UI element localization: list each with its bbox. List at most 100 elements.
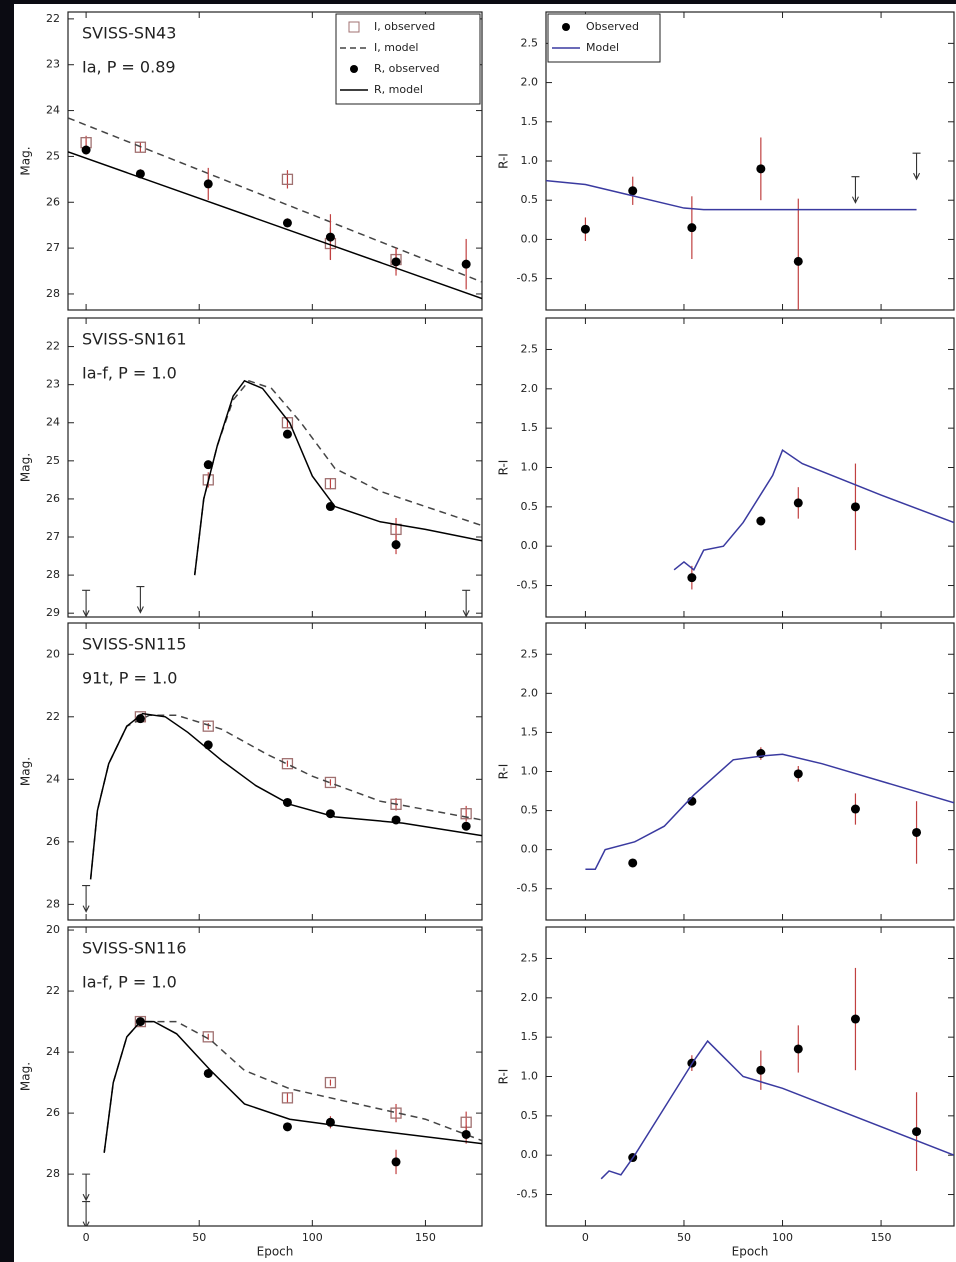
observed-point [203,179,213,189]
y-tick-label: 29 [46,606,60,619]
legend-label: Observed [586,20,639,33]
y-tick-label: 28 [46,568,60,581]
observed-point [81,145,91,155]
observed-square [202,1031,214,1043]
observed-square [324,478,337,490]
model-line [68,151,482,300]
panel-subtitle: 91t, P = 1.0 [82,669,177,688]
y-tick-label: 0.0 [521,232,539,245]
y-tick-label: 1.0 [521,461,539,474]
y-tick-label: 1.0 [521,765,539,778]
plot-content [673,449,954,590]
plot-content [585,747,954,870]
y-tick-label: 2.0 [521,76,539,89]
y-tick-label: 28 [46,1167,60,1180]
observed-square [281,1092,294,1104]
y-axis-label: R-I [497,153,511,169]
observed-point [325,502,335,512]
observed-square [281,417,294,429]
x-tick-label: 50 [677,1231,691,1244]
y-tick-label: 25 [46,149,60,162]
plot-area [545,317,955,618]
y-tick-label: 22 [46,710,60,723]
observed-point [282,1122,292,1132]
x-tick-label: 100 [772,1231,793,1244]
y-tick-label: 0.5 [521,804,539,817]
legend-box [547,13,661,63]
y-tick-label: 2.0 [521,686,539,699]
observed-square [202,474,214,486]
observed-point [793,769,803,779]
y-tick-label: 20 [46,923,60,936]
y-tick-label: 22 [46,340,60,353]
observed-point [756,516,766,526]
observed-point [391,1157,401,1167]
y-axis-label: Mag. [19,146,33,175]
y-tick-label: 28 [46,897,60,910]
plot-content [82,711,482,913]
panel: 22 23 24 25 26 27 28 Mag. SVISS-SN43 Ia, P = 0.89… [19,11,483,311]
y-axis-label: R-I [497,764,511,780]
y-tick-label: 2.0 [521,382,539,395]
model-line [193,379,482,576]
y-tick-label: -0.5 [517,882,538,895]
model-line [103,1020,482,1153]
y-tick-label: -0.5 [517,1188,538,1201]
y-tick-label: 22 [46,12,60,25]
plot-area [545,926,955,1227]
y-tick-label: 26 [46,835,60,848]
x-tick-label: 100 [302,1231,323,1244]
plot-content [82,379,482,617]
upper-limit-arrow [851,176,860,204]
plot-content [82,1015,482,1226]
plot-area [67,317,483,618]
panel: -0.5 0.0 0.5 1.0 1.5 2.0 2.5 R-I [497,317,955,618]
observed-point [850,502,860,512]
panel-subtitle: Ia-f, P = 1.0 [82,973,177,992]
model-line-dashed [68,117,482,283]
panel: -0.5 0.0 0.5 1.0 1.5 2.0 2.5 R-I [497,622,955,921]
y-tick-label: 1.5 [521,421,539,434]
observed-point [580,224,590,234]
observed-point [282,429,292,439]
y-tick-label: 2.5 [521,951,539,964]
upper-limit-arrow [82,1201,91,1226]
model-line [673,449,954,571]
observed-point [628,858,638,868]
panel-subtitle: Ia-f, P = 1.0 [82,364,177,383]
y-tick-label: 1.5 [521,115,539,128]
y-tick-label: 24 [46,416,60,429]
panel: 22 23 24 25 26 27 28 29 Mag. SVISS-SN161 Ia-f, P =… [19,317,483,619]
y-tick-label: 0.0 [521,843,539,856]
upper-limit-arrow [82,589,91,617]
y-tick-label: 2.0 [521,991,539,1004]
y-tick-label: 24 [46,1045,60,1058]
y-axis-label: Mag. [19,757,33,786]
panel: -0.5 0.0 0.5 1.0 1.5 2.0 2.5 R-I Observed Model [497,11,955,311]
x-tick-label: 0 [83,1231,90,1244]
panel-subtitle: Ia, P = 0.89 [82,58,176,77]
x-tick-label: 150 [871,1231,892,1244]
observed-point [687,573,697,583]
observed-point [912,1127,922,1137]
plot-area [67,622,483,921]
observed-point [203,740,213,750]
legend-label: Model [586,41,619,54]
panel-title: SVISS-SN43 [82,24,176,43]
observed-point [793,256,803,266]
plot-content [546,137,921,310]
y-tick-label: 23 [46,378,60,391]
upper-limit-arrow [82,885,91,913]
y-tick-label: 28 [46,287,60,300]
plot-content [600,967,954,1180]
model-line [546,179,917,211]
y-tick-label: 0.5 [521,193,539,206]
y-tick-label: 20 [46,647,60,660]
observed-point [628,186,638,196]
y-tick-label: 27 [46,530,60,543]
observed-square [460,808,472,820]
model-line [585,753,954,870]
x-axis-label: Epoch [732,1245,769,1259]
observed-point [282,218,292,228]
legend-label: R, model [374,83,423,96]
